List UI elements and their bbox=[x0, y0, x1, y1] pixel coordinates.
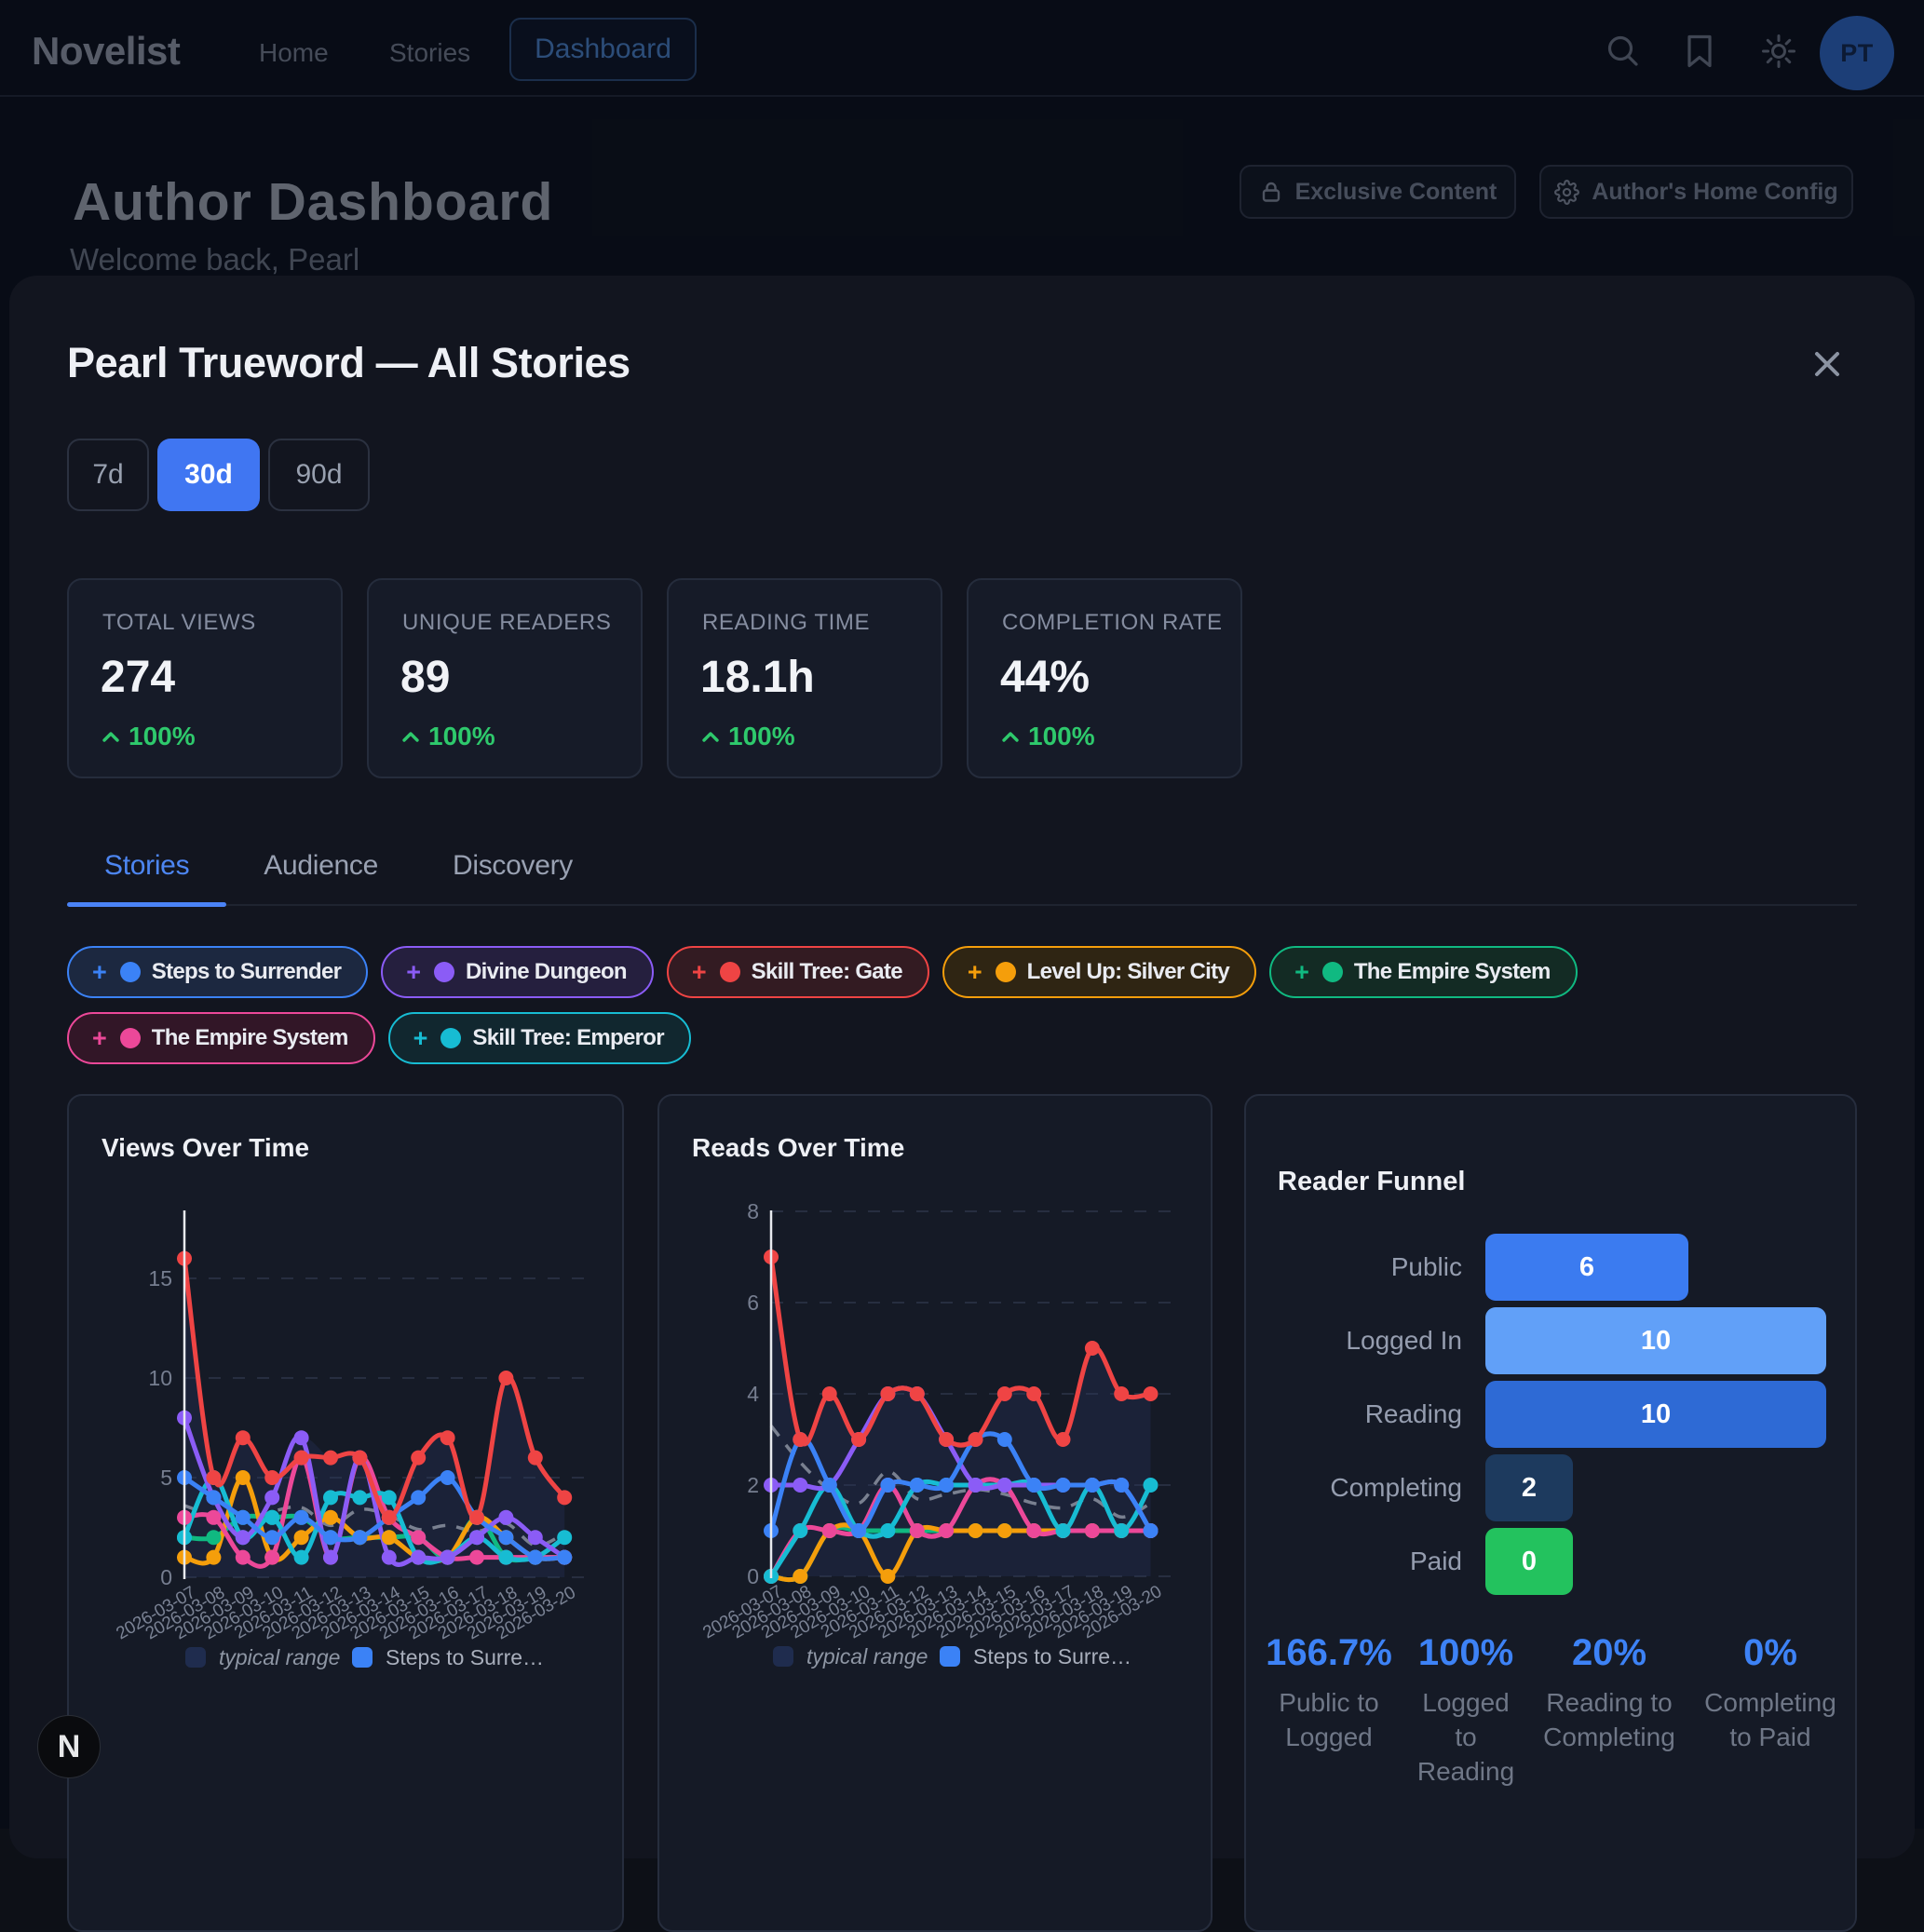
svg-text:10: 10 bbox=[148, 1366, 172, 1390]
svg-text:Steps to Surre…: Steps to Surre… bbox=[386, 1645, 544, 1669]
svg-text:typical range: typical range bbox=[806, 1644, 928, 1669]
svg-text:0: 0 bbox=[160, 1565, 172, 1589]
svg-text:5: 5 bbox=[160, 1466, 172, 1490]
svg-text:typical range: typical range bbox=[219, 1645, 340, 1669]
svg-text:6: 6 bbox=[747, 1290, 759, 1315]
svg-text:4: 4 bbox=[747, 1382, 759, 1406]
svg-text:0: 0 bbox=[747, 1564, 759, 1588]
svg-text:15: 15 bbox=[148, 1266, 172, 1290]
svg-text:8: 8 bbox=[747, 1199, 759, 1223]
svg-text:2: 2 bbox=[747, 1473, 759, 1497]
svg-text:Steps to Surre…: Steps to Surre… bbox=[973, 1644, 1131, 1669]
